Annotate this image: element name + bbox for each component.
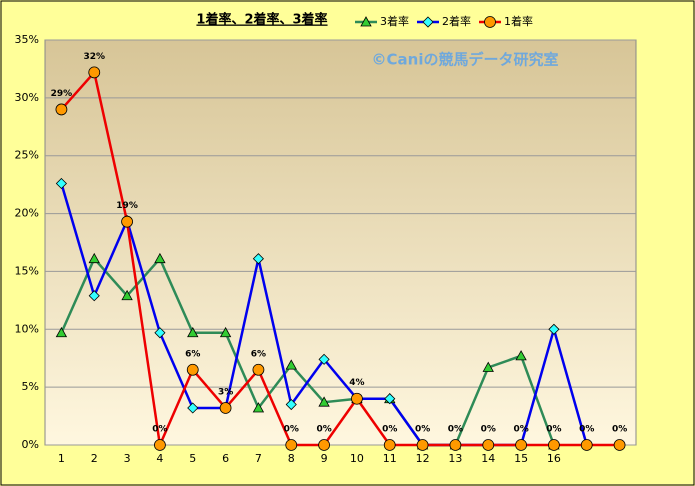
data-point xyxy=(186,363,199,376)
data-point xyxy=(384,393,396,405)
data-point xyxy=(285,439,298,451)
data-label: 0% xyxy=(546,425,561,435)
data-point xyxy=(449,439,462,451)
data-label: 3% xyxy=(218,387,233,397)
y-tick-label: 0% xyxy=(22,438,39,451)
data-point xyxy=(219,402,232,414)
x-tick-label: 13 xyxy=(448,452,462,465)
x-tick-label: 15 xyxy=(514,452,528,465)
data-point xyxy=(154,439,166,451)
data-point xyxy=(285,398,297,411)
legend-label: 3着率 xyxy=(380,14,409,28)
data-point xyxy=(482,361,494,372)
data-label: 0% xyxy=(152,425,167,435)
data-label: 29% xyxy=(51,89,73,99)
data-point xyxy=(55,103,68,116)
x-tick-label: 5 xyxy=(189,452,196,465)
data-point xyxy=(88,290,100,302)
data-label: 0% xyxy=(415,425,430,435)
data-label: 6% xyxy=(251,349,266,359)
data-label: 0% xyxy=(481,425,496,435)
legend-marker xyxy=(484,16,496,28)
y-tick-label: 20% xyxy=(15,207,39,220)
data-point xyxy=(55,326,68,338)
data-point xyxy=(548,439,560,451)
data-point xyxy=(482,439,495,451)
x-tick-label: 9 xyxy=(321,452,328,465)
x-tick-label: 11 xyxy=(383,452,397,465)
data-point xyxy=(252,253,264,265)
data-label: 0% xyxy=(513,425,528,435)
x-tick-label: 14 xyxy=(481,452,495,465)
data-label: 0% xyxy=(579,425,594,435)
data-point xyxy=(219,326,232,338)
data-point xyxy=(285,359,297,370)
y-tick-label: 5% xyxy=(22,380,39,393)
data-label: 6% xyxy=(185,349,200,359)
x-tick-label: 1 xyxy=(58,452,65,465)
data-point xyxy=(416,439,429,451)
chart-title: 1着率、2着率、3着率 xyxy=(196,12,327,28)
y-tick-label: 10% xyxy=(15,322,39,335)
y-tick-label: 15% xyxy=(15,264,39,277)
data-point xyxy=(613,439,626,451)
data-point xyxy=(88,252,100,264)
data-point xyxy=(318,439,330,451)
data-label: 0% xyxy=(612,425,627,435)
legend-marker xyxy=(422,16,434,28)
x-tick-label: 6 xyxy=(222,452,229,465)
data-point xyxy=(55,177,67,190)
data-label: 4% xyxy=(349,378,364,388)
data-label: 0% xyxy=(284,425,299,435)
x-tick-label: 16 xyxy=(547,452,561,465)
x-tick-label: 2 xyxy=(91,452,98,465)
data-point xyxy=(252,363,265,376)
data-point xyxy=(515,439,527,451)
data-label: 0% xyxy=(382,425,397,435)
x-tick-label: 4 xyxy=(156,452,163,465)
data-point xyxy=(121,289,133,301)
x-tick-label: 3 xyxy=(124,452,131,465)
data-point xyxy=(318,396,330,407)
y-tick-label: 35% xyxy=(15,33,39,46)
data-point xyxy=(121,215,133,228)
data-label: 32% xyxy=(83,52,105,62)
data-point xyxy=(383,439,396,451)
data-point xyxy=(154,252,166,264)
data-point xyxy=(580,439,593,451)
data-point xyxy=(548,323,560,335)
data-point xyxy=(187,402,199,414)
data-label: 19% xyxy=(116,201,138,211)
x-tick-label: 10 xyxy=(350,452,364,465)
data-point xyxy=(515,350,527,361)
data-point xyxy=(154,327,166,339)
data-label: 0% xyxy=(448,425,463,435)
y-tick-label: 30% xyxy=(15,91,39,104)
x-tick-label: 12 xyxy=(416,452,430,465)
data-point xyxy=(187,326,199,338)
y-tick-label: 25% xyxy=(15,149,39,162)
x-tick-label: 7 xyxy=(255,452,262,465)
data-label: 0% xyxy=(316,425,331,435)
legend-marker xyxy=(360,16,372,27)
legend-label: 2着率 xyxy=(442,14,471,28)
data-point xyxy=(88,66,101,79)
legend-label: 1着率 xyxy=(504,14,533,28)
data-point xyxy=(252,402,265,413)
watermark: ©Caniの競馬データ研究室 xyxy=(372,51,559,69)
data-point xyxy=(318,353,330,365)
x-tick-label: 8 xyxy=(288,452,295,465)
data-point xyxy=(351,392,363,405)
